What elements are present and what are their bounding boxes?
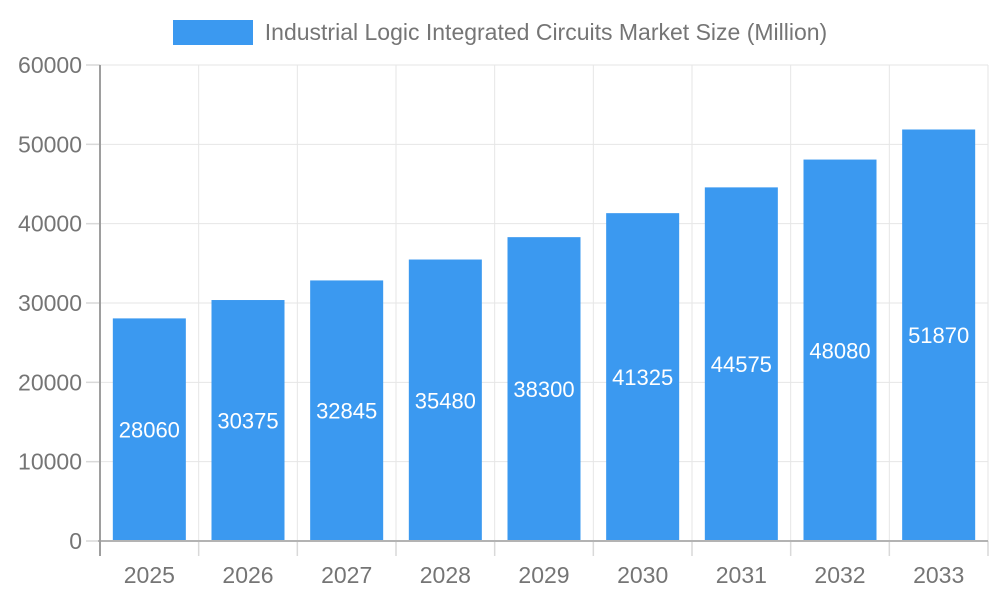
y-axis-tick-label: 40000 [18, 211, 82, 237]
x-axis-category-label-2026: 2026 [222, 562, 273, 588]
x-axis-category-label-2029: 2029 [518, 562, 569, 588]
bar-value-label-2028: 35480 [415, 388, 476, 413]
bar-value-label-2026: 30375 [217, 409, 278, 434]
bar-2033[interactable] [902, 129, 976, 542]
bar-2025[interactable] [112, 318, 186, 541]
bar-value-label-2027: 32845 [316, 399, 377, 424]
bar-2030[interactable] [606, 213, 680, 541]
legend-swatch[interactable] [172, 19, 253, 45]
bar-2032[interactable] [803, 159, 877, 541]
y-axis-tick-label: 0 [69, 528, 82, 554]
legend-label: Industrial Logic Integrated Circuits Mar… [264, 18, 828, 45]
bar-2026[interactable] [211, 300, 285, 541]
bar-value-label-2031: 44575 [711, 352, 772, 377]
bar-value-label-2030: 41325 [612, 365, 673, 390]
x-axis-category-label-2027: 2027 [321, 562, 372, 588]
bar-value-label-2033: 51870 [908, 323, 969, 348]
bar-2027[interactable] [310, 280, 384, 541]
bar-value-label-2025: 28060 [119, 418, 180, 443]
y-axis-tick-label: 50000 [18, 131, 82, 157]
chart-legend[interactable]: Industrial Logic Integrated Circuits Mar… [0, 12, 1000, 52]
y-axis-tick-label: 20000 [18, 369, 82, 395]
bar-value-label-2029: 38300 [513, 377, 574, 402]
x-axis-category-label-2031: 2031 [716, 562, 767, 588]
x-axis-category-label-2033: 2033 [913, 562, 964, 588]
bar-2029[interactable] [507, 237, 581, 542]
x-axis-category-label-2032: 2032 [814, 562, 865, 588]
bar-2031[interactable] [704, 187, 778, 541]
y-axis-tick-label: 30000 [18, 290, 82, 316]
bar-value-label-2032: 48080 [809, 338, 870, 363]
y-axis-tick-label: 60000 [18, 52, 82, 78]
x-axis-category-label-2030: 2030 [617, 562, 668, 588]
y-axis-tick-label: 10000 [18, 449, 82, 475]
bar-2028[interactable] [408, 259, 482, 541]
x-axis-category-label-2025: 2025 [124, 562, 175, 588]
x-axis-category-label-2028: 2028 [420, 562, 471, 588]
